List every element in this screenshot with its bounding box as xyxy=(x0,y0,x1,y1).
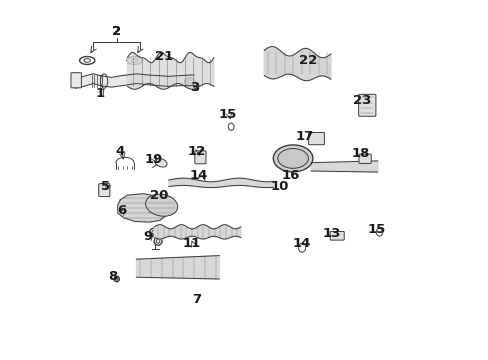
Ellipse shape xyxy=(273,145,312,172)
Text: 14: 14 xyxy=(292,237,310,250)
Text: 20: 20 xyxy=(150,189,168,202)
Text: 7: 7 xyxy=(192,293,201,306)
FancyBboxPatch shape xyxy=(358,154,370,163)
Text: 5: 5 xyxy=(101,180,109,193)
Text: 6: 6 xyxy=(117,204,126,217)
Text: 15: 15 xyxy=(367,223,386,236)
Text: 18: 18 xyxy=(351,147,369,160)
Text: 10: 10 xyxy=(270,180,288,193)
Text: 14: 14 xyxy=(189,169,207,182)
Text: 22: 22 xyxy=(299,54,317,67)
Text: 1: 1 xyxy=(95,87,104,100)
Text: 15: 15 xyxy=(218,108,236,121)
Text: 4: 4 xyxy=(116,145,124,158)
Text: 19: 19 xyxy=(144,153,163,166)
FancyBboxPatch shape xyxy=(329,231,344,240)
FancyBboxPatch shape xyxy=(99,184,110,197)
Text: 21: 21 xyxy=(155,50,173,63)
Polygon shape xyxy=(118,194,167,222)
Text: 2: 2 xyxy=(112,25,121,38)
FancyBboxPatch shape xyxy=(194,151,205,164)
Polygon shape xyxy=(154,225,241,239)
Polygon shape xyxy=(127,52,213,89)
Text: 9: 9 xyxy=(143,230,153,243)
Polygon shape xyxy=(264,46,330,81)
Text: 3: 3 xyxy=(190,81,199,94)
Text: 16: 16 xyxy=(281,169,299,182)
Ellipse shape xyxy=(277,148,308,168)
Polygon shape xyxy=(75,74,194,88)
FancyBboxPatch shape xyxy=(358,94,375,116)
Polygon shape xyxy=(168,178,273,188)
Ellipse shape xyxy=(155,158,167,167)
Text: 12: 12 xyxy=(187,145,205,158)
Text: 11: 11 xyxy=(182,237,200,250)
Text: 23: 23 xyxy=(353,94,371,107)
Polygon shape xyxy=(310,161,377,172)
FancyBboxPatch shape xyxy=(308,132,324,145)
Text: 13: 13 xyxy=(322,227,341,240)
FancyBboxPatch shape xyxy=(71,73,81,88)
Text: 8: 8 xyxy=(107,270,117,283)
Text: 17: 17 xyxy=(295,130,313,143)
Text: 2: 2 xyxy=(112,25,121,38)
Polygon shape xyxy=(136,256,219,279)
Ellipse shape xyxy=(145,194,178,216)
